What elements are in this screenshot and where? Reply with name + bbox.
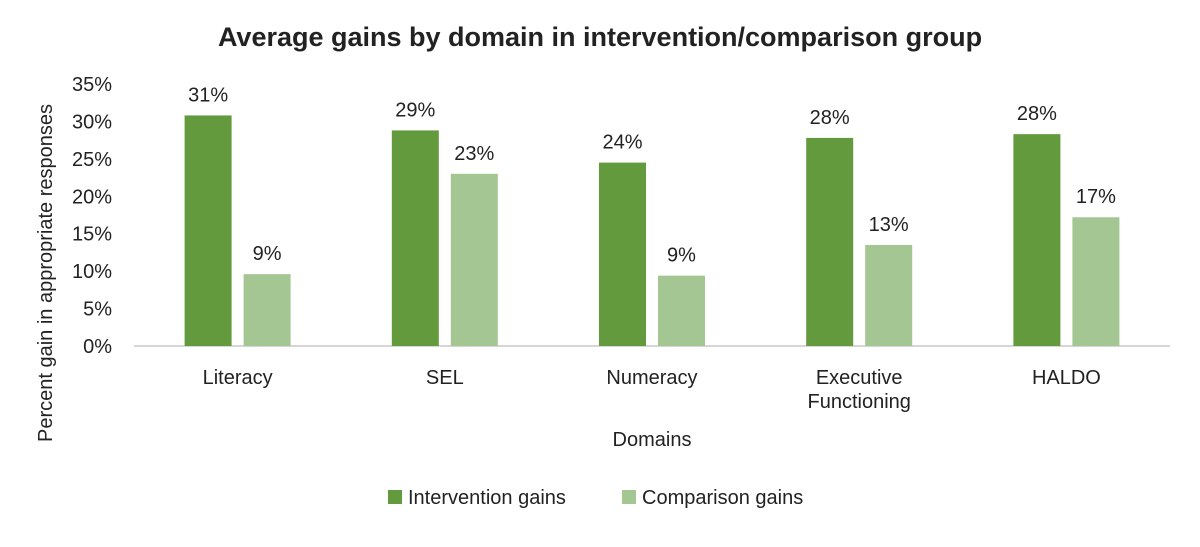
data-label: 17% [1076,186,1116,208]
legend-swatch [622,490,636,504]
legend-swatch [388,490,402,504]
x-tick-label: Literacy [203,367,273,389]
bar [184,115,232,346]
bar [658,275,705,346]
y-tick-label: 10% [72,261,112,283]
y-tick-label: 30% [72,111,112,133]
data-label: 28% [810,107,850,129]
chart-title: Average gains by domain in intervention/… [218,22,982,52]
bars [184,115,1120,346]
bar [599,162,646,346]
data-label: 9% [253,243,282,265]
data-label: 23% [454,143,494,165]
bar [450,173,498,346]
x-tick-label: Executive Functioning [807,367,910,413]
bar [243,274,291,346]
data-labels: 31% 9% 29% 23% 24% 9% 28% 13% 28% 17% [188,84,1116,266]
y-axis-title: Percent gain in appropriate responses [35,104,57,442]
y-tick-label: 35% [72,74,112,96]
y-tick-label: 25% [72,149,112,171]
x-axis-categories: Literacy SEL Numeracy Executive Functioning H… [203,367,1101,413]
bar [1072,217,1120,346]
y-tick-label: 20% [72,186,112,208]
data-label: 28% [1017,103,1057,125]
x-tick-label: HALDO [1032,367,1101,389]
x-tick-label: Numeracy [606,367,697,389]
x-tick-label: SEL [426,367,464,389]
data-label: 31% [188,84,228,106]
y-tick-label: 15% [72,224,112,246]
data-label: 24% [602,132,642,154]
data-label: 13% [869,214,909,236]
bar [806,137,854,346]
y-axis: 0% 5% 10% 15% 20% 25% 30% 35% [72,74,112,358]
bar [1013,134,1061,346]
legend: Intervention gains Comparison gains [388,487,803,509]
legend-label: Intervention gains [408,487,566,509]
bar [865,244,913,346]
bar [391,130,439,346]
legend-label: Comparison gains [642,487,803,509]
x-axis-title: Domains [613,429,692,451]
y-tick-label: 5% [83,299,112,321]
data-label: 29% [395,99,435,121]
y-tick-label: 0% [83,336,112,358]
data-label: 9% [667,245,696,267]
